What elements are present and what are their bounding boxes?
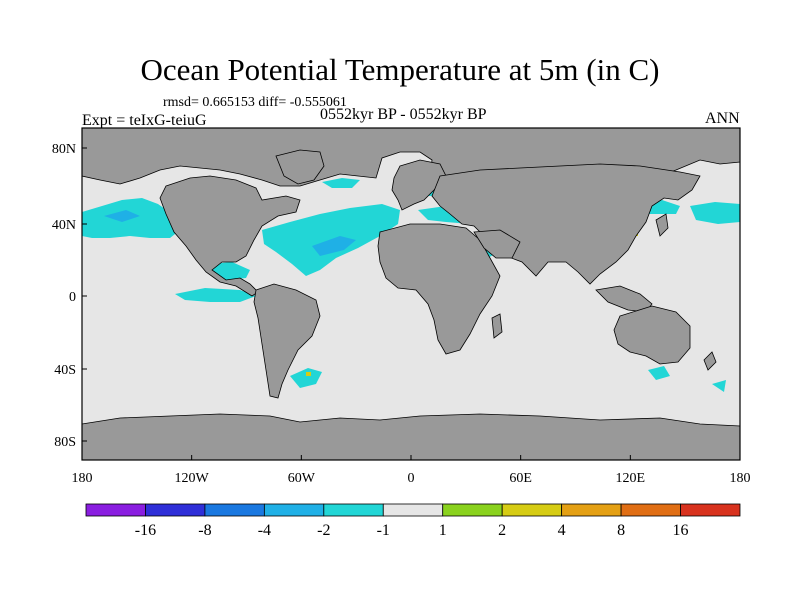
x-tick-label: 60W	[288, 471, 316, 486]
y-tick-label: 0	[69, 290, 76, 305]
x-tick-label: 120W	[175, 471, 210, 486]
australia	[613, 305, 691, 365]
x-axis-ticks: 180 120W 60W 0 60E 120E 180	[72, 455, 751, 486]
cooler-anomaly-regions	[104, 210, 356, 256]
x-tick-label: 120E	[616, 471, 646, 486]
europe-west	[391, 159, 447, 211]
season-label: ANN	[705, 110, 740, 127]
y-tick-label: 40N	[52, 218, 76, 233]
colorbar-swatch	[680, 503, 741, 517]
asia	[431, 163, 701, 285]
colorbar-swatch	[561, 503, 622, 517]
y-tick-label: 80N	[52, 142, 76, 157]
tasman-patch	[648, 366, 670, 380]
colorbar-swatch	[85, 503, 146, 517]
colorbar-label: -1	[377, 522, 390, 539]
x-tick-label: 180	[72, 471, 93, 486]
colorbar-swatch	[382, 503, 444, 517]
land-masses	[81, 127, 741, 461]
colorbar-swatch	[263, 503, 325, 517]
south-pacific-patch	[712, 380, 726, 392]
rio-de-la-plata-warm-spot	[306, 372, 311, 376]
x-tick-label: 180	[730, 471, 751, 486]
y-tick-label: 40S	[54, 363, 76, 378]
new-zealand	[703, 351, 717, 371]
colorbar-swatch	[620, 503, 681, 517]
africa	[377, 223, 501, 355]
y-tick-label: 80S	[54, 435, 76, 450]
colorbar-label: 2	[498, 522, 506, 539]
period-label: 0552kyr BP - 0552kyr BP	[320, 106, 487, 123]
central-atlantic-core	[312, 236, 356, 256]
equatorial-pacific-patch	[175, 288, 256, 302]
x-tick-label: 0	[408, 471, 415, 486]
north-pacific-west-patch	[690, 202, 740, 224]
colorbar-label: 4	[558, 522, 566, 539]
colorbar-label: 8	[617, 522, 625, 539]
south-america	[253, 283, 321, 399]
colorbar-swatch	[145, 503, 206, 517]
madagascar	[491, 313, 503, 339]
colorbar-label: 1	[439, 522, 447, 539]
colorbar-swatch	[204, 503, 265, 517]
map-panel	[81, 127, 741, 461]
colorbar-swatch	[442, 503, 503, 517]
stats-label: rmsd= 0.665153 diff= -0.555061	[163, 95, 347, 110]
x-tick-label: 60E	[509, 471, 532, 486]
map-title: Ocean Potential Temperature at 5m (in C)	[140, 52, 660, 87]
colorbar: -16 -8 -4 -2 -1 1 2 4 8 16	[85, 503, 741, 539]
y-axis-ticks: 80N 40N 0 40S 80S	[52, 142, 87, 450]
colorbar-label: -4	[258, 522, 271, 539]
colorbar-swatch	[501, 503, 563, 517]
japan	[655, 213, 669, 237]
antarctica	[81, 413, 741, 461]
pacific-core	[104, 210, 140, 222]
colorbar-label: 16	[673, 522, 689, 539]
north-america	[159, 175, 301, 297]
colorbar-swatch	[323, 503, 384, 517]
south-atlantic-patch	[290, 368, 322, 388]
colorbar-label: -16	[135, 522, 156, 539]
colorbar-label: -2	[317, 522, 330, 539]
arabian-peninsula	[473, 229, 521, 259]
labrador-sea-patch	[322, 178, 360, 188]
experiment-label: Expt = teIxG-teiuG	[82, 112, 207, 129]
colorbar-label: -8	[198, 522, 211, 539]
greenland	[275, 149, 325, 185]
